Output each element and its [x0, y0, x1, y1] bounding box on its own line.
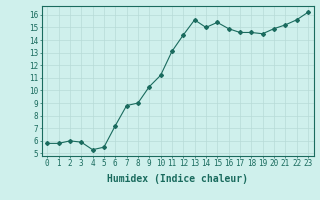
X-axis label: Humidex (Indice chaleur): Humidex (Indice chaleur) — [107, 174, 248, 184]
